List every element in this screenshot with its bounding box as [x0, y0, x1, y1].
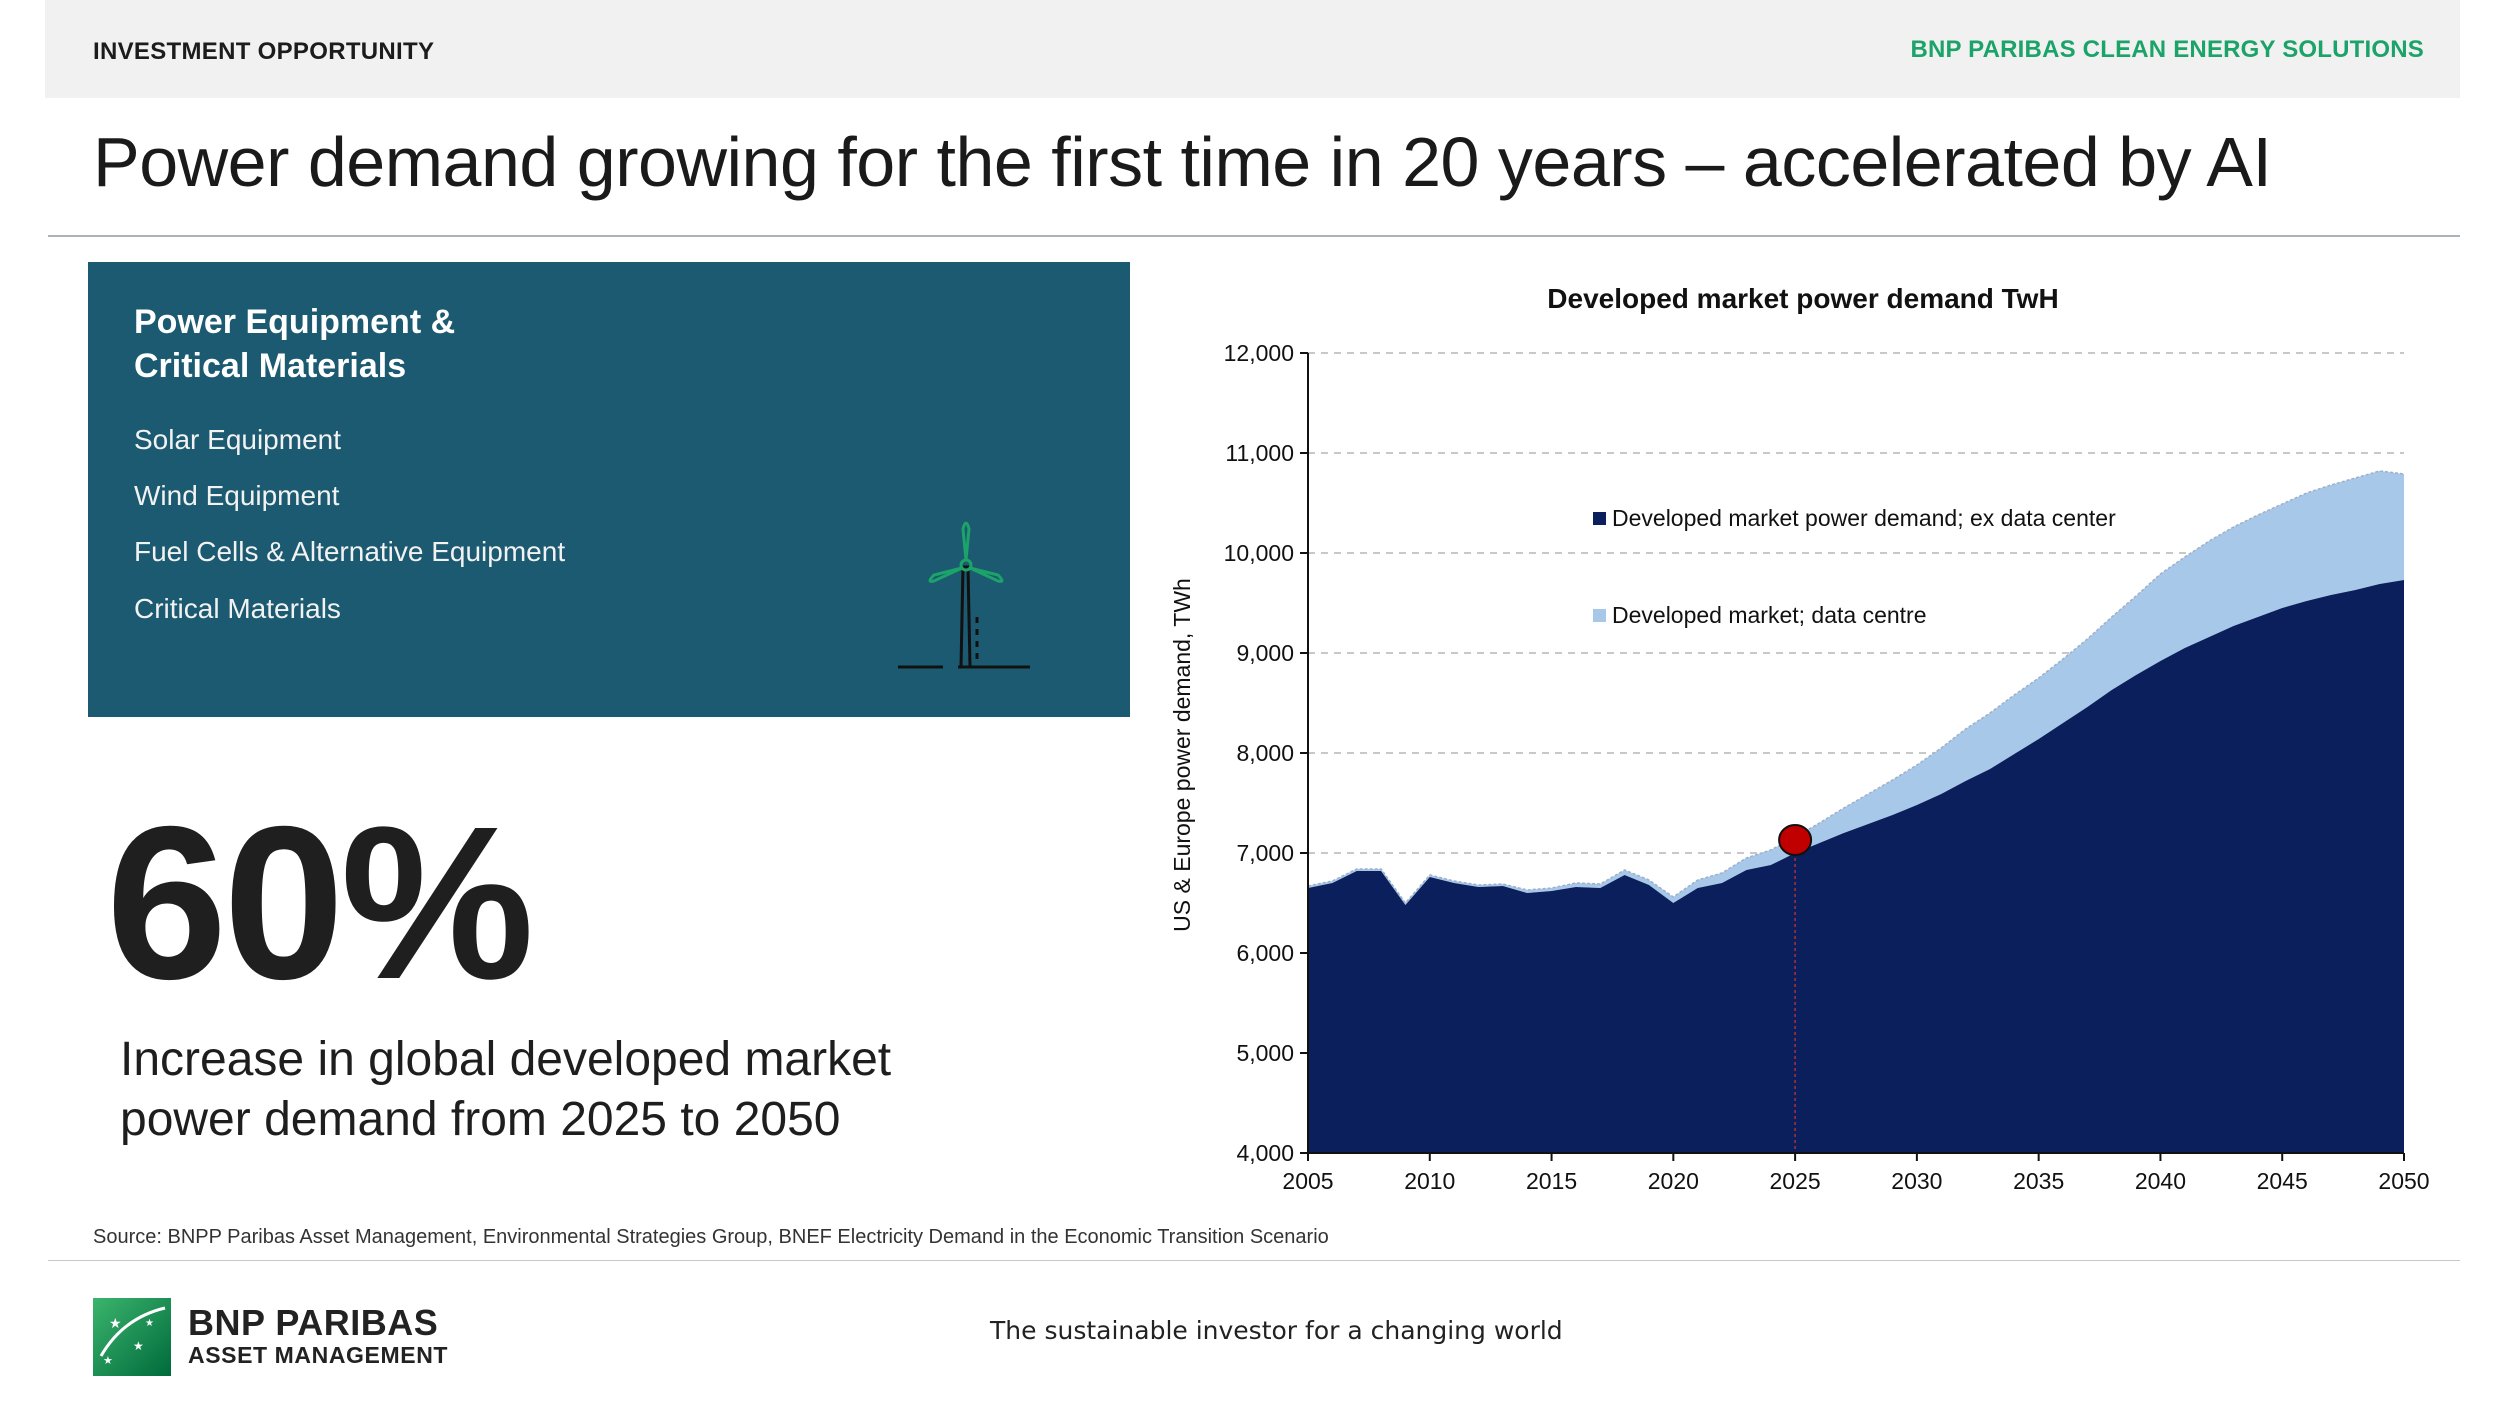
- bnp-paribas-logo-icon: ★ ★ ★ ★: [93, 1298, 171, 1376]
- panel-item: Fuel Cells & Alternative Equipment: [134, 536, 566, 567]
- svg-text:★: ★: [133, 1339, 144, 1353]
- x-tick-label: 2020: [1648, 1168, 1699, 1194]
- stat-value: 60%: [106, 782, 534, 1025]
- legend: Developed market power demand; ex data c…: [1593, 505, 2116, 628]
- svg-text:★: ★: [103, 1354, 113, 1367]
- top-bar: INVESTMENT OPPORTUNITY BNP PARIBAS CLEAN…: [45, 0, 2460, 98]
- y-tick-label: 4,000: [1236, 1140, 1294, 1166]
- x-ticks: 2005 2010 2015 2020 2025 2030 2035 2040 2045 2050: [1282, 1153, 2430, 1194]
- y-tick-label: 12,000: [1224, 340, 1294, 366]
- highlight-marker: [1778, 824, 1813, 856]
- logo-subtitle: ASSET MANAGEMENT: [188, 1342, 449, 1368]
- y-tick-label: 7,000: [1236, 840, 1294, 866]
- x-tick-label: 2030: [1891, 1168, 1942, 1194]
- panel-heading: Power Equipment & Critical Materials: [134, 300, 534, 388]
- svg-text:★: ★: [109, 1316, 122, 1332]
- stat-description: Increase in global developed market powe…: [120, 1033, 892, 1146]
- x-tick-label: 2015: [1526, 1168, 1577, 1194]
- y-axis-label: US & Europe power demand, TWh: [1169, 578, 1195, 932]
- area-ex-data-center: [1308, 580, 2404, 1153]
- chart-title: Developed market power demand TwH: [1547, 283, 2058, 314]
- legend-label-ex-data-center: Developed market power demand; ex data c…: [1612, 505, 2116, 531]
- title-divider: [48, 235, 2460, 237]
- y-tick-label: 10,000: [1224, 540, 1294, 566]
- tagline: The sustainable investor for a changing …: [990, 1316, 1563, 1345]
- x-tick-label: 2010: [1404, 1168, 1455, 1194]
- x-tick-label: 2005: [1282, 1168, 1333, 1194]
- panel-item: Wind Equipment: [134, 480, 340, 511]
- area-data-centre: [1308, 471, 2404, 905]
- x-tick-label: 2040: [2135, 1168, 2186, 1194]
- wind-turbine-icon: [898, 521, 1030, 669]
- x-tick-label: 2045: [2257, 1168, 2308, 1194]
- y-tick-label: 6,000: [1236, 940, 1294, 966]
- x-tick-label: 2035: [2013, 1168, 2064, 1194]
- legend-swatch-ex-data-center: [1593, 512, 1606, 525]
- logo-wordmark: BNP PARIBAS: [188, 1302, 439, 1343]
- legend-label-data-centre: Developed market; data centre: [1612, 602, 1927, 628]
- panel-item: Critical Materials: [134, 593, 341, 624]
- x-tick-label: 2050: [2378, 1168, 2429, 1194]
- svg-text:★: ★: [145, 1318, 154, 1329]
- y-ticks: 4,000 5,000 6,000 7,000 8,000 9,000 10,000 11,0…: [1224, 340, 1308, 1166]
- section-label: INVESTMENT OPPORTUNITY: [93, 38, 435, 65]
- power-demand-chart: Developed market power demand TwH US & E…: [1169, 283, 2430, 1194]
- theme-panel: Power Equipment & Critical Materials Sol…: [88, 262, 1130, 717]
- total-demand-line: [1307, 470, 2405, 905]
- product-label: BNP PARIBAS CLEAN ENERGY SOLUTIONS: [1910, 36, 2424, 63]
- y-tick-label: 5,000: [1236, 1040, 1294, 1066]
- page-title: Power demand growing for the first time …: [93, 123, 2272, 201]
- x-tick-label: 2025: [1770, 1168, 1821, 1194]
- source-note: Source: BNPP Paribas Asset Management, E…: [93, 1226, 1329, 1248]
- panel-heading-line1: Power Equipment &: [134, 303, 456, 341]
- highlight-2025: [1778, 824, 1813, 1153]
- y-tick-label: 9,000: [1236, 640, 1294, 666]
- panel-item: Solar Equipment: [134, 424, 342, 455]
- y-tick-label: 8,000: [1236, 740, 1294, 766]
- footer-divider: [48, 1260, 2460, 1261]
- y-tick-label: 11,000: [1225, 440, 1294, 466]
- panel-heading-line2: Critical Materials: [134, 347, 407, 385]
- legend-swatch-data-centre: [1593, 609, 1606, 622]
